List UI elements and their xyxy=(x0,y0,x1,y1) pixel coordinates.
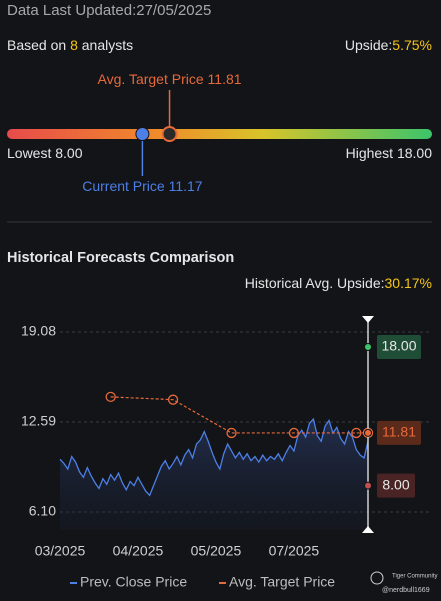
legend-label: Prev. Close Price xyxy=(80,574,187,590)
y-tick-label: 12.59 xyxy=(21,413,56,429)
forecast-label: 18.00 xyxy=(381,338,416,354)
analyst-count: 8 xyxy=(70,37,78,53)
subtitle-label: Historical Avg. Upside: xyxy=(245,275,385,291)
forecast-box xyxy=(377,334,421,359)
forecast-label: 11.81 xyxy=(382,424,416,440)
based-suffix: analysts xyxy=(82,37,133,53)
upside: Upside:5.75% xyxy=(345,37,432,53)
y-tick-label: 19.08 xyxy=(21,323,56,339)
current-value: 11.17 xyxy=(169,178,203,194)
lowest-value: 8.00 xyxy=(55,145,82,161)
based-prefix: Based on xyxy=(7,37,66,53)
x-tick-label: 03/2025 xyxy=(35,543,86,559)
price-line xyxy=(59,417,369,497)
watermark-user: @nerdbull1669 xyxy=(382,587,430,594)
end-bottom xyxy=(362,526,374,533)
target-marker xyxy=(161,126,178,142)
current-marker xyxy=(135,127,150,141)
forecast-dot xyxy=(364,481,372,490)
x-tick-label: 05/2025 xyxy=(191,543,242,559)
highest-label: Highest xyxy=(346,145,394,161)
forecast-label: 8.00 xyxy=(382,476,409,492)
price-area xyxy=(60,419,368,530)
target-text: Avg. Target Price 11.81 xyxy=(98,71,242,87)
subtitle-value: 30.17% xyxy=(385,275,432,291)
y-tick-label: 6.10 xyxy=(29,503,56,519)
x-tick-label: 04/2025 xyxy=(113,543,164,559)
target-label: Avg. Target Price xyxy=(98,71,204,87)
target-point xyxy=(167,394,179,405)
updated: Data Last Updated:27/05/2025 xyxy=(7,2,211,19)
upside-label: Upside: xyxy=(345,37,392,53)
upside-value: 5.75% xyxy=(392,37,432,53)
chart-title: Historical Forecasts Comparison xyxy=(7,250,234,266)
current-text: Current Price 11.17 xyxy=(82,178,203,194)
target-point xyxy=(288,427,300,439)
current-label: Current Price xyxy=(82,178,165,194)
lowest-label: Lowest xyxy=(7,145,51,161)
target-point xyxy=(351,427,362,439)
forecast-box xyxy=(377,420,421,445)
target-value: 11.81 xyxy=(208,71,242,87)
forecast-box xyxy=(377,473,415,498)
x-tick-label: 07/2025 xyxy=(269,543,320,559)
end-top xyxy=(362,316,374,323)
forecast-dot xyxy=(364,342,372,351)
lowest: Lowest 8.00 xyxy=(7,145,83,161)
analysts-line: Based on 8 analysts xyxy=(7,37,133,53)
target-point xyxy=(226,427,237,439)
watermark-brand: Tiger Community xyxy=(392,574,437,580)
target-point xyxy=(105,391,116,403)
watermark-icon xyxy=(370,571,384,585)
target-line xyxy=(110,396,369,434)
forecast-dot xyxy=(364,428,372,437)
chart-subtitle: Historical Avg. Upside:30.17% xyxy=(245,275,432,291)
highest: Highest 18.00 xyxy=(346,145,433,161)
legend-label: Avg. Target Price xyxy=(229,574,335,590)
range-bar xyxy=(7,129,432,139)
highest-value: 18.00 xyxy=(397,145,432,161)
